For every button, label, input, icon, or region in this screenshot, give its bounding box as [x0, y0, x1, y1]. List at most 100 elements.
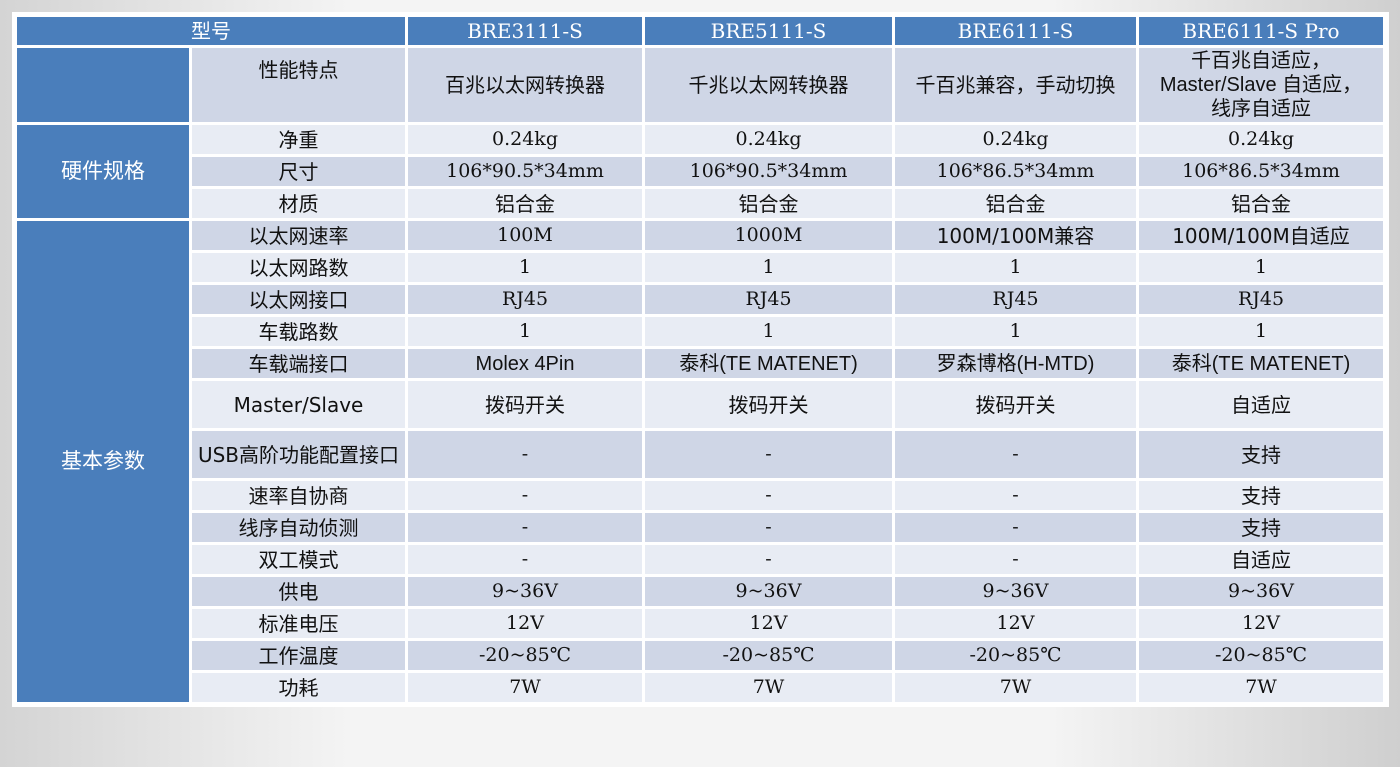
row-label: 以太网接口	[189, 282, 408, 317]
table-row: Master/Slave 拨码开关 拨码开关 拨码开关 自适应	[16, 378, 1386, 431]
spec-value: 支持	[1136, 510, 1386, 545]
spec-value: -	[642, 510, 895, 545]
spec-value: 千兆以太网转换器	[642, 45, 895, 125]
table-row: 硬件规格 净重 0.24kg 0.24kg 0.24kg 0.24kg	[14, 122, 1386, 221]
row-label: 以太网路数	[189, 250, 408, 285]
table-row: 以太网路数 1 1 1 1	[16, 250, 1386, 285]
spec-value: 自适应	[1136, 378, 1386, 431]
spec-value: 106*90.5*34mm	[405, 154, 645, 189]
spec-value: 0.24kg	[405, 122, 645, 157]
spec-value: 铝合金	[892, 186, 1139, 221]
spec-value: 106*86.5*34mm	[1136, 154, 1386, 189]
spec-value: -	[642, 478, 895, 513]
spec-value: 1	[642, 250, 895, 285]
spec-value: -	[405, 510, 645, 545]
spec-value: RJ45	[892, 282, 1139, 317]
spec-value: 0.24kg	[892, 122, 1139, 157]
spec-value: RJ45	[1136, 282, 1386, 317]
row-label: 标准电压	[189, 606, 408, 641]
group-label: 基本参数	[14, 218, 192, 705]
table-row: 尺寸 106*90.5*34mm 106*90.5*34mm 106*86.5*34m…	[16, 154, 1386, 189]
spec-value: -20~85℃	[892, 638, 1139, 673]
row-label: 净重	[189, 122, 408, 157]
row-label: 尺寸	[189, 154, 408, 189]
table-row: USB高阶功能配置接口 - - - 支持	[16, 428, 1386, 481]
spec-value: 12V	[642, 606, 895, 641]
spec-value: 1	[405, 314, 645, 349]
spec-value: 自适应	[1136, 542, 1386, 577]
row-label: Master/Slave	[189, 378, 408, 431]
spec-table-container: 型号 BRE3111-S BRE5111-S BRE6111-S BRE6111…	[12, 12, 1389, 707]
table-row: 基本参数 以太网速率 100M 1000M 100M/100M兼容 100M/100M自适…	[14, 218, 1386, 705]
spec-value: 9~36V	[1136, 574, 1386, 609]
spec-value: 支持	[1136, 428, 1386, 481]
spec-value: 1000M	[642, 218, 895, 253]
row-label: 双工模式	[189, 542, 408, 577]
row-label: 车载端接口	[189, 346, 408, 381]
spec-value: 7W	[642, 670, 895, 705]
row-label: 以太网速率	[189, 218, 408, 253]
spec-value: 1	[642, 314, 895, 349]
model-name: BRE6111-S Pro	[1136, 14, 1386, 48]
spec-value: 7W	[892, 670, 1139, 705]
spec-value: -	[642, 428, 895, 481]
row-label: 工作温度	[189, 638, 408, 673]
table-row: 速率自协商 - - - 支持	[16, 478, 1386, 513]
spec-value: 9~36V	[892, 574, 1139, 609]
table-row: 功耗 7W 7W 7W 7W	[16, 670, 1386, 705]
spec-value: 泰科(TE MATENET)	[642, 346, 895, 381]
group-label	[14, 45, 192, 125]
spec-value: 100M/100M自适应	[1136, 218, 1386, 253]
table-row: 工作温度 -20~85℃ -20~85℃ -20~85℃ -20~85℃	[16, 638, 1386, 673]
spec-value: 拨码开关	[405, 378, 645, 431]
table-row: 车载端接口 Molex 4Pin 泰科(TE MATENET) 罗森博格(H-MTD)…	[16, 346, 1386, 381]
row-label: 速率自协商	[189, 478, 408, 513]
spec-value: 12V	[405, 606, 645, 641]
spec-value: 0.24kg	[1136, 122, 1386, 157]
spec-value: 支持	[1136, 478, 1386, 513]
spec-value: 100M/100M兼容	[892, 218, 1139, 253]
spec-value: 106*86.5*34mm	[892, 154, 1139, 189]
spec-value: 拨码开关	[642, 378, 895, 431]
spec-value: -20~85℃	[405, 638, 645, 673]
spec-value: 100M	[405, 218, 645, 253]
spec-value: RJ45	[405, 282, 645, 317]
spec-value: 0.24kg	[642, 122, 895, 157]
spec-value: 泰科(TE MATENET)	[1136, 346, 1386, 381]
spec-value: -	[405, 542, 645, 577]
table-row: 供电 9~36V 9~36V 9~36V 9~36V	[16, 574, 1386, 609]
spec-value: 7W	[405, 670, 645, 705]
spec-value: 千百兆兼容，手动切换	[892, 45, 1139, 125]
row-label: 车载路数	[189, 314, 408, 349]
row-label: 性能特点	[189, 45, 408, 125]
row-label: 线序自动侦测	[189, 510, 408, 545]
spec-value: 9~36V	[642, 574, 895, 609]
spec-value: RJ45	[642, 282, 895, 317]
spec-value: 106*90.5*34mm	[642, 154, 895, 189]
spec-value: 1	[892, 250, 1139, 285]
row-label: 功耗	[189, 670, 408, 705]
table-row: 双工模式 - - - 自适应	[16, 542, 1386, 577]
spec-value: 铝合金	[642, 186, 895, 221]
spec-value: 1	[405, 250, 645, 285]
table-row: 车载路数 1 1 1 1	[16, 314, 1386, 349]
model-header: 型号	[14, 14, 408, 48]
spec-value: 铝合金	[1136, 186, 1386, 221]
spec-value: -	[405, 478, 645, 513]
spec-value: -20~85℃	[642, 638, 895, 673]
spec-value: -	[892, 478, 1139, 513]
spec-value: 12V	[892, 606, 1139, 641]
spec-value: -	[892, 542, 1139, 577]
row-label: USB高阶功能配置接口	[189, 428, 408, 481]
spec-value: 1	[1136, 250, 1386, 285]
group-label: 硬件规格	[14, 122, 192, 221]
model-name: BRE5111-S	[642, 14, 895, 48]
spec-value: 7W	[1136, 670, 1386, 705]
table-row: 标准电压 12V 12V 12V 12V	[16, 606, 1386, 641]
model-name: BRE3111-S	[405, 14, 645, 48]
spec-value: 铝合金	[405, 186, 645, 221]
table-row: 线序自动侦测 - - - 支持	[16, 510, 1386, 545]
spec-value: -	[405, 428, 645, 481]
spec-value: 拨码开关	[892, 378, 1139, 431]
model-name: BRE6111-S	[892, 14, 1139, 48]
